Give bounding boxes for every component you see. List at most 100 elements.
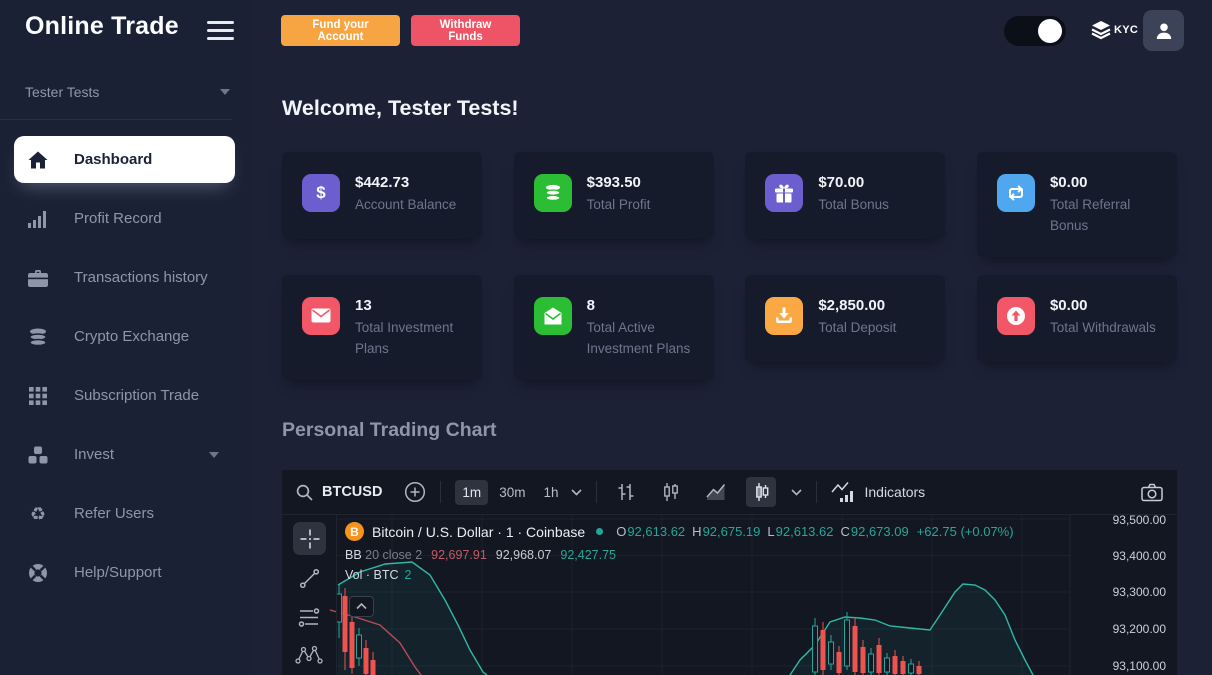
trend-line-tool-icon[interactable] <box>299 568 320 589</box>
page-title: Welcome, Tester Tests! <box>282 96 519 120</box>
toolbar-separator <box>440 481 442 503</box>
chart-style-bars-icon[interactable] <box>611 477 641 507</box>
circle-arrow-up-icon <box>996 296 1035 335</box>
search-icon[interactable] <box>296 484 313 501</box>
stat-value: $0.00 <box>1049 296 1088 314</box>
stat-label: Account Balance <box>355 197 457 212</box>
sidebar-item-label: Help/Support <box>74 564 162 581</box>
volume-value: 2 <box>404 568 412 582</box>
stat-card-referral-bonus: $0.00 Total Referral Bonus <box>976 152 1177 257</box>
stat-value: $0.00 <box>1049 174 1088 191</box>
stat-card-investment-plans: 13 Total Investment Plans <box>282 274 482 380</box>
sidebar-item-help-support[interactable]: Help/Support <box>14 549 235 596</box>
price-axis-label: 93,200.00 <box>1112 622 1166 636</box>
bb-lower-value: 92,427.75 <box>560 548 616 562</box>
sidebar-item-label: Crypto Exchange <box>74 328 190 345</box>
fib-retracement-tool-icon[interactable] <box>298 608 320 627</box>
kyc-button[interactable]: KYC <box>1090 20 1138 40</box>
coins-icon <box>27 328 49 346</box>
sidebar-item-crypto-exchange[interactable]: Crypto Exchange <box>14 313 235 360</box>
stats-grid: $ $442.73 Account Balance $393.50 Total Pr… <box>282 152 1177 380</box>
sidebar-item-transactions-history[interactable]: Transactions history <box>14 254 235 301</box>
sidebar-item-label: Profit Record <box>74 210 162 227</box>
stat-label: Total Referral Bonus <box>1049 197 1131 233</box>
layers-icon <box>1091 21 1111 40</box>
price-axis-label: 93,400.00 <box>1112 549 1166 563</box>
dollar-icon: $ <box>302 174 340 212</box>
tv-chart-area[interactable]: B Bitcoin / U.S. Dollar · 1 · Coinbase O… <box>282 513 1177 675</box>
bb-basis-value: 92,968.07 <box>495 548 552 562</box>
price-axis-label: 93,300.00 <box>1112 585 1166 599</box>
symbol-search-button[interactable]: BTCUSD <box>322 484 383 500</box>
timeframe-30m[interactable]: 30m <box>499 484 526 500</box>
repeat-icon <box>996 174 1035 212</box>
sidebar-item-invest[interactable]: Invest <box>14 431 235 478</box>
toolbar-separator <box>816 481 818 503</box>
price-axis-label: 93,500.00 <box>1112 513 1166 527</box>
stat-card-total-deposit: $2,850.00 Total Deposit <box>745 274 946 362</box>
ohlc-open: 92,613.62 <box>627 524 686 539</box>
sidebar-item-profit-record[interactable]: Profit Record <box>14 195 235 242</box>
sidebar-divider <box>0 119 232 120</box>
stat-label: Total Deposit <box>818 319 897 335</box>
briefcase-icon <box>27 269 49 287</box>
cubes-icon <box>27 446 49 464</box>
chevron-up-icon <box>356 603 367 610</box>
bb-upper-value: 92,697.91 <box>431 548 487 562</box>
sidebar-item-label: Subscription Trade <box>74 387 200 404</box>
chevron-down-icon <box>220 89 230 95</box>
tradingview-widget: BTCUSD 1m 30m 1h <box>282 470 1177 675</box>
stat-label: Total Profit <box>586 197 651 212</box>
stat-card-total-profit: $393.50 Total Profit <box>513 152 714 239</box>
price-axis-label: 93,100.00 <box>1112 659 1166 673</box>
indicators-label: Indicators <box>864 484 926 500</box>
chart-style-chevron-down-icon[interactable] <box>791 488 803 496</box>
hamburger-menu-icon[interactable] <box>207 19 234 42</box>
gift-icon <box>765 174 804 212</box>
grid-icon <box>27 386 49 405</box>
sidebar-user-name: Tester Tests <box>25 84 100 100</box>
bar-chart-icon <box>27 210 49 228</box>
chart-style-candles-icon[interactable] <box>656 477 686 507</box>
stat-label: Total Active Investment Plans <box>586 319 691 356</box>
compare-add-icon[interactable] <box>404 481 426 503</box>
sidebar-nav: Dashboard Profit Record Transactions his… <box>0 0 251 675</box>
sidebar-item-dashboard[interactable]: Dashboard <box>14 136 235 183</box>
tv-drawing-toolbar <box>282 515 337 675</box>
stat-value: $442.73 <box>355 174 410 191</box>
download-icon <box>765 296 804 335</box>
timeframe-1h[interactable]: 1h <box>543 484 559 500</box>
envelope-open-icon <box>533 296 572 335</box>
chart-style-hollow-candles-icon[interactable] <box>746 477 777 507</box>
theme-toggle[interactable] <box>1004 16 1066 46</box>
tv-toolbar: BTCUSD 1m 30m 1h <box>282 470 1177 515</box>
legend-volume-row: Vol · BTC 2 <box>345 568 1014 582</box>
ohlc-change: +62.75 (+0.07%) <box>916 524 1014 539</box>
sidebar-item-subscription-trade[interactable]: Subscription Trade <box>14 372 235 419</box>
fund-account-button[interactable]: Fund your Account <box>281 15 400 46</box>
sidebar-item-label: Transactions history <box>74 269 208 286</box>
sidebar-user-select[interactable]: Tester Tests <box>25 84 230 100</box>
legend-ohlc: O92,613.62 H92,675.19 L92,613.62 C92,673… <box>616 524 1014 539</box>
legend-collapse-button[interactable] <box>349 596 374 617</box>
xabcd-pattern-tool-icon[interactable] <box>295 645 323 666</box>
indicators-button[interactable]: Indicators <box>831 481 925 503</box>
brand-logo: Online Trade <box>25 12 179 40</box>
sidebar-item-label: Dashboard <box>74 151 153 168</box>
withdraw-funds-button[interactable]: Withdraw Funds <box>411 15 520 46</box>
stat-value: $2,850.00 <box>818 296 886 314</box>
avatar[interactable] <box>1143 10 1184 51</box>
market-status-dot <box>596 528 604 535</box>
camera-snapshot-icon[interactable] <box>1141 483 1163 502</box>
stat-value: 8 <box>586 296 595 314</box>
sidebar-item-refer-users[interactable]: ♻ Refer Users <box>14 490 235 537</box>
crosshair-tool-icon[interactable] <box>293 522 326 555</box>
bb-label: BB <box>345 548 362 562</box>
timeframes-chevron-down-icon[interactable] <box>571 488 583 496</box>
volume-label: Vol · BTC <box>345 568 399 582</box>
stat-label: Total Bonus <box>818 197 889 212</box>
timeframe-1m[interactable]: 1m <box>455 479 489 505</box>
legend-symbol-title: Bitcoin / U.S. Dollar · 1 · Coinbase <box>372 523 586 540</box>
chart-style-area-icon[interactable] <box>701 477 731 507</box>
